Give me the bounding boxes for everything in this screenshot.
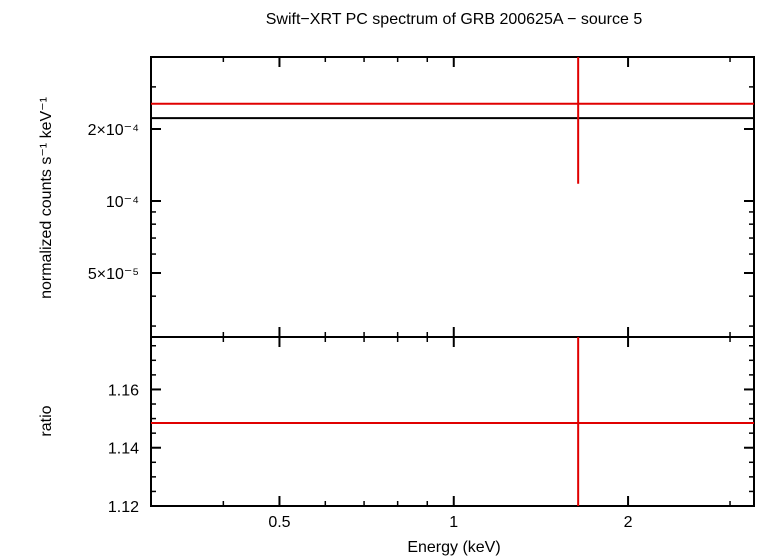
- ratio-frame: [150, 336, 755, 507]
- x-axis-label: Energy (keV): [407, 539, 500, 556]
- spectrum-panel: 2×10⁻⁴ 10⁻⁴ 5×10⁻⁵: [88, 56, 755, 338]
- chart-title: Swift−XRT PC spectrum of GRB 200625A − s…: [266, 11, 643, 28]
- spectrum-y-tick-label: 5×10⁻⁵: [88, 266, 139, 283]
- ratio-panel: 1.12 1.14 1.16: [108, 336, 755, 516]
- ratio-y-tick-label: 1.14: [108, 441, 139, 458]
- x-tick-label: 0.5: [268, 514, 290, 531]
- ratio-y-tick-label: 1.16: [108, 382, 139, 399]
- top-y-axis-label: normalized counts s⁻¹ keV⁻¹: [38, 97, 55, 299]
- spectrum-frame: [150, 56, 755, 338]
- x-tick-label: 2: [624, 514, 633, 531]
- x-tick-labels: 0.5 1 2: [268, 514, 632, 531]
- spectrum-y-tick-label: 10⁻⁴: [106, 194, 139, 211]
- ratio-y-tick-label: 1.12: [108, 499, 139, 516]
- spectrum-y-tick-label: 2×10⁻⁴: [88, 122, 139, 139]
- x-tick-label: 1: [449, 514, 458, 531]
- bottom-y-axis-label: ratio: [38, 405, 55, 436]
